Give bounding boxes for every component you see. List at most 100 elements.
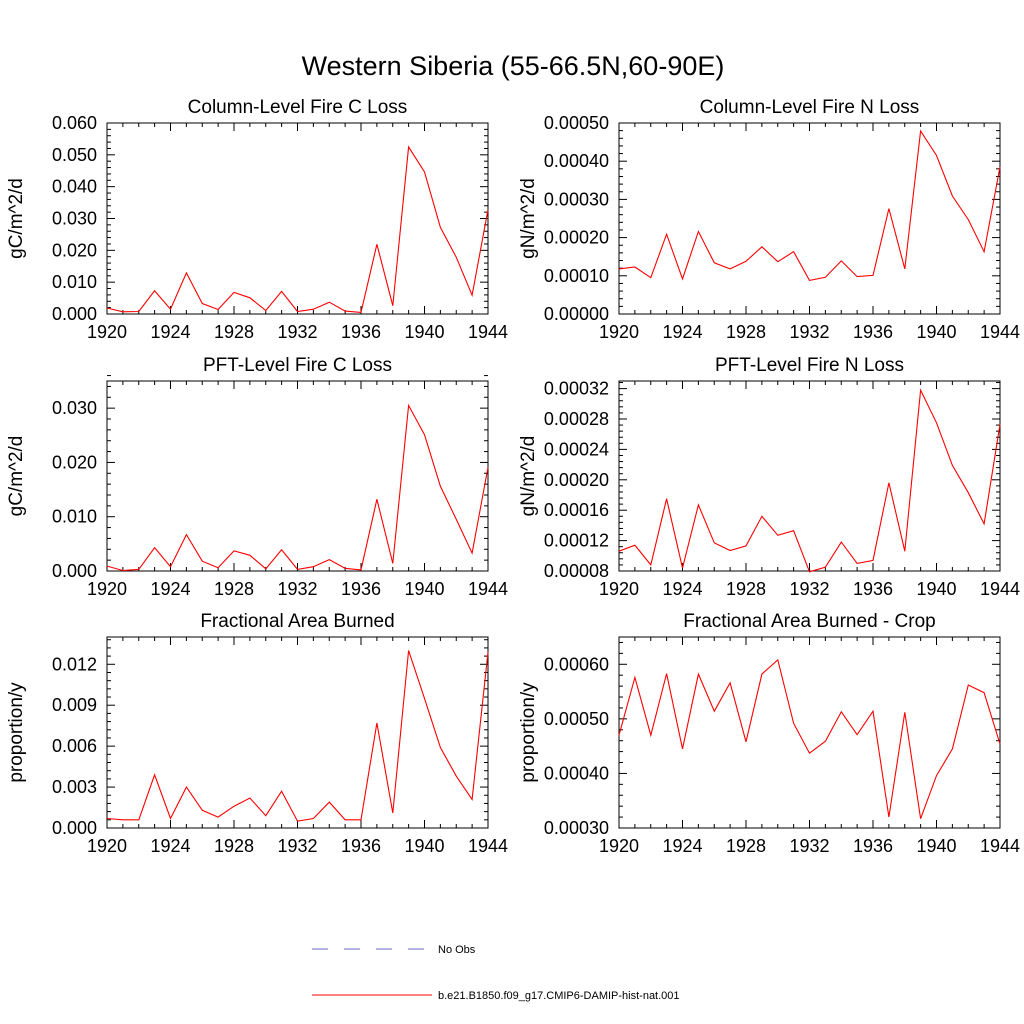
panel-title: PFT-Level Fire N Loss xyxy=(715,355,904,376)
y-tick-label: 0.040 xyxy=(52,177,97,197)
y-tick-label: 0.060 xyxy=(52,113,97,133)
y-tick-label: 0.00016 xyxy=(544,500,609,520)
legend-label-no-obs: No Obs xyxy=(438,944,476,956)
x-tick-label: 1936 xyxy=(341,836,381,856)
x-tick-label: 1936 xyxy=(853,836,893,856)
panel-title: PFT-Level Fire C Loss xyxy=(203,355,392,376)
y-tick-label: 0.020 xyxy=(52,452,97,472)
y-tick-label: 0.030 xyxy=(52,398,97,418)
x-tick-label: 1932 xyxy=(277,322,317,342)
x-tick-label: 1944 xyxy=(468,579,508,599)
x-tick-label: 1936 xyxy=(341,322,381,342)
x-tick-label: 1936 xyxy=(853,322,893,342)
x-tick-label: 1924 xyxy=(150,579,190,599)
x-tick-label: 1944 xyxy=(468,322,508,342)
x-tick-label: 1944 xyxy=(468,836,508,856)
legend: No Obs b.e21.B1850.f09_g17.CMIP6-DAMIP-h… xyxy=(312,944,680,1002)
y-tick-label: 0.00060 xyxy=(544,654,609,674)
plot-frame xyxy=(106,636,489,829)
panel-title: Fractional Area Burned - Crop xyxy=(683,611,935,632)
x-tick-label: 1920 xyxy=(87,836,127,856)
y-tick-label: 0.00040 xyxy=(544,151,609,171)
y-tick-label: 0.030 xyxy=(52,209,97,229)
x-tick-label: 1928 xyxy=(214,836,254,856)
x-tick-label: 1924 xyxy=(662,322,702,342)
x-tick-label: 1932 xyxy=(277,579,317,599)
y-tick-label: 0.00020 xyxy=(544,228,609,248)
x-tick-label: 1940 xyxy=(404,322,444,342)
y-tick-label: 0.00050 xyxy=(544,113,609,133)
y-axis-label: gN/m^2/d xyxy=(518,436,539,517)
y-tick-label: 0.000 xyxy=(52,818,97,838)
x-tick-label: 1924 xyxy=(150,322,190,342)
x-tick-label: 1924 xyxy=(150,836,190,856)
series-line xyxy=(106,650,489,822)
x-tick-label: 1932 xyxy=(789,579,829,599)
x-tick-label: 1936 xyxy=(341,579,381,599)
x-tick-label: 1928 xyxy=(726,836,766,856)
x-tick-label: 1940 xyxy=(404,579,444,599)
y-axis-label: gN/m^2/d xyxy=(518,178,539,259)
x-tick-label: 1920 xyxy=(599,836,639,856)
y-tick-label: 0.00030 xyxy=(544,818,609,838)
y-tick-label: 0.00050 xyxy=(544,709,609,729)
panel-title: Column-Level Fire C Loss xyxy=(188,97,408,118)
y-tick-label: 0.003 xyxy=(52,777,97,797)
panel-6: Fractional Area Burned - Crop proportion/… xyxy=(518,611,1020,856)
y-tick-label: 0.010 xyxy=(52,507,97,527)
plot-frame xyxy=(106,122,489,315)
x-tick-label: 1932 xyxy=(277,836,317,856)
x-tick-label: 1940 xyxy=(916,579,956,599)
panel-1: Column-Level Fire C Loss gC/m^2/d 1920 1924… xyxy=(6,97,508,342)
plot-frame xyxy=(618,122,1001,315)
panel-title: Column-Level Fire N Loss xyxy=(700,97,920,118)
x-tick-label: 1940 xyxy=(916,322,956,342)
y-tick-label: 0.009 xyxy=(52,695,97,715)
series-line xyxy=(106,145,489,313)
x-tick-label: 1928 xyxy=(726,579,766,599)
x-tick-label: 1920 xyxy=(599,579,639,599)
figure-title: Western Siberia (55-66.5N,60-90E) xyxy=(302,51,725,81)
panel-3: PFT-Level Fire C Loss gC/m^2/d 1920 1924 192… xyxy=(6,355,508,599)
y-tick-label: 0.010 xyxy=(52,272,97,292)
y-axis-label: proportion/y xyxy=(518,682,539,783)
y-tick-label: 0.00028 xyxy=(544,409,609,429)
x-tick-label: 1932 xyxy=(789,836,829,856)
x-tick-label: 1928 xyxy=(214,322,254,342)
x-tick-label: 1944 xyxy=(980,322,1020,342)
y-axis-label: gC/m^2/d xyxy=(6,436,27,517)
y-tick-label: 0.050 xyxy=(52,145,97,165)
y-tick-label: 0.000 xyxy=(52,304,97,324)
x-tick-label: 1932 xyxy=(789,322,829,342)
x-tick-label: 1928 xyxy=(214,579,254,599)
x-tick-label: 1940 xyxy=(404,836,444,856)
plot-frame xyxy=(106,380,489,572)
series-line xyxy=(618,129,1001,282)
x-tick-label: 1924 xyxy=(662,836,702,856)
panel-5: Fractional Area Burned proportion/y 1920 19… xyxy=(6,611,508,856)
x-tick-label: 1944 xyxy=(980,836,1020,856)
y-axis-label: gC/m^2/d xyxy=(6,178,27,259)
y-axis-label: proportion/y xyxy=(6,682,27,783)
x-tick-label: 1928 xyxy=(726,322,766,342)
panel-2: Column-Level Fire N Loss gN/m^2/d 1920 1924… xyxy=(518,97,1020,342)
x-tick-label: 1944 xyxy=(980,579,1020,599)
y-tick-label: 0.006 xyxy=(52,736,97,756)
series-line xyxy=(618,388,1001,573)
y-tick-label: 0.00020 xyxy=(544,470,609,490)
x-tick-label: 1936 xyxy=(853,579,893,599)
panels: Column-Level Fire C Loss gC/m^2/d 1920 1924… xyxy=(6,97,1020,856)
y-tick-label: 0.00032 xyxy=(544,379,609,399)
y-tick-label: 0.012 xyxy=(52,654,97,674)
panel-title: Fractional Area Burned xyxy=(200,611,394,632)
series-line xyxy=(618,658,1001,819)
x-tick-label: 1920 xyxy=(87,322,127,342)
y-tick-label: 0.00012 xyxy=(544,531,609,551)
y-tick-label: 0.020 xyxy=(52,240,97,260)
x-tick-label: 1920 xyxy=(87,579,127,599)
x-tick-label: 1940 xyxy=(916,836,956,856)
y-tick-label: 0.000 xyxy=(52,561,97,581)
y-tick-label: 0.00040 xyxy=(544,763,609,783)
x-tick-label: 1924 xyxy=(662,579,702,599)
